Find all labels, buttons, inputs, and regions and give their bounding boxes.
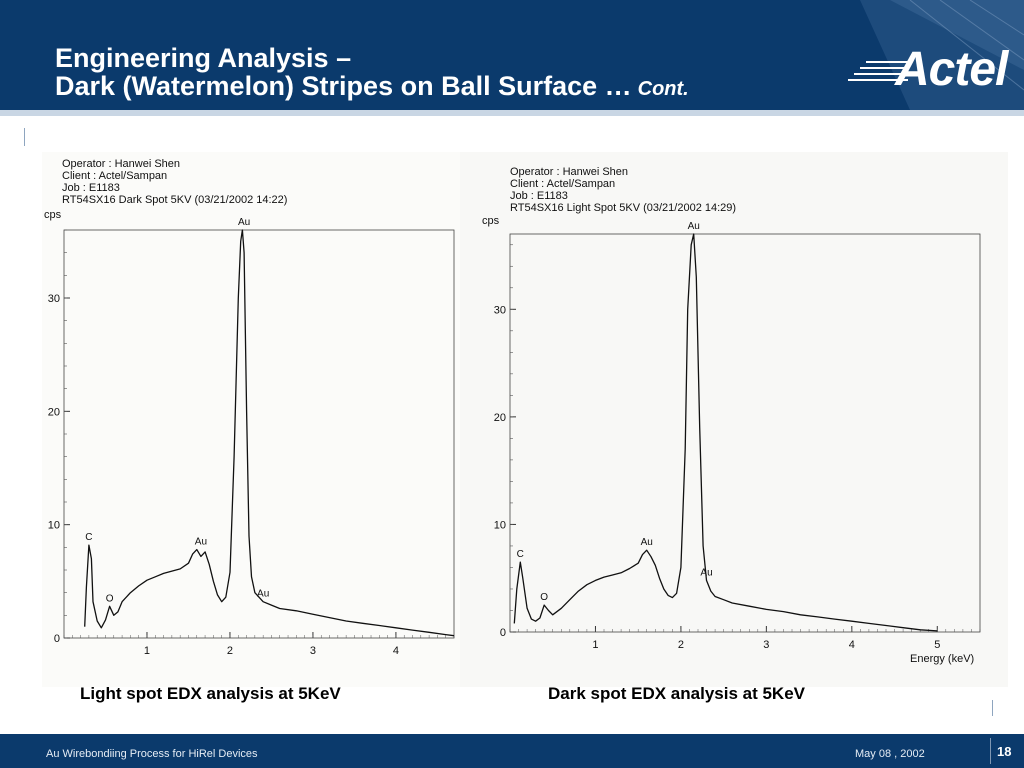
peak-label: Au xyxy=(688,221,700,232)
slide-title: Engineering Analysis – Dark (Watermelon)… xyxy=(55,44,689,103)
slide-footer: Au Wirebondiing Process for HiRel Device… xyxy=(0,734,1024,768)
meta-sample: RT54SX16 Light Spot 5KV (03/21/2002 14:2… xyxy=(510,202,737,214)
peak-label: C xyxy=(517,549,524,560)
slide-header: Actel Engineering Analysis – Dark (Water… xyxy=(0,0,1024,110)
logo-panel-texture xyxy=(860,0,1024,110)
peak-label: C xyxy=(85,532,92,543)
x-axis-label: Energy (keV) xyxy=(910,653,974,665)
edx-spectrum-chart-left: 0 10 20 30 1 2 3 4 cps Au C O Au Au xyxy=(44,209,455,657)
peak-label: Au xyxy=(195,537,207,548)
x-tick-label: 4 xyxy=(393,645,399,657)
x-tick-label: 1 xyxy=(592,639,598,651)
meta-client: Client : Actel/Sampan xyxy=(510,178,616,190)
chart-meta-left: Operator : Hanwei Shen Client : Actel/Sa… xyxy=(62,158,287,206)
spectrum-line xyxy=(84,229,455,637)
footer-separator xyxy=(990,738,991,764)
plot-frame xyxy=(63,229,455,639)
y-tick-label: 0 xyxy=(54,633,60,645)
x-tick-label: 4 xyxy=(849,639,855,651)
logo-speed-stripes-icon xyxy=(848,61,908,81)
meta-operator: Operator : Hanwei Shen xyxy=(62,158,181,170)
y-tick-label: 30 xyxy=(494,304,506,316)
meta-sample: RT54SX16 Dark Spot 5KV (03/21/2002 14:22… xyxy=(62,194,288,206)
edx-chart-panel-left: 0 10 20 30 1 2 3 4 cps Au C O Au Au Operator : Hanwei… xyxy=(42,152,462,687)
meta-job: Job : E1183 xyxy=(510,190,568,202)
y-tick-label: 20 xyxy=(494,412,506,424)
header-divider xyxy=(0,110,1024,116)
x-tick-label: 5 xyxy=(934,639,940,651)
plot-frame xyxy=(509,233,981,633)
edx-spectrum-chart-right: 0 10 20 30 1 2 3 4 5 cps Energy (keV) Au C O Au Au xyxy=(482,215,981,665)
peak-label: O xyxy=(106,593,114,604)
x-tick-label: 2 xyxy=(678,639,684,651)
y-tick-label: 0 xyxy=(500,627,506,639)
slide-title-line2-text: Dark (Watermelon) Stripes on Ball Surfac… xyxy=(55,71,632,101)
y-tick-label: 20 xyxy=(48,406,60,418)
footer-title: Au Wirebondiing Process for HiRel Device… xyxy=(46,748,258,760)
caption-left: Light spot EDX analysis at 5KeV xyxy=(80,684,341,703)
peak-label: Au xyxy=(641,537,653,548)
meta-operator: Operator : Hanwei Shen xyxy=(510,166,629,178)
actel-logo: Actel xyxy=(895,43,1008,96)
x-tick-label: 1 xyxy=(144,645,150,657)
slide-title-line2: Dark (Watermelon) Stripes on Ball Surfac… xyxy=(55,72,689,103)
slide-title-line1: Engineering Analysis – xyxy=(55,43,352,73)
meta-client: Client : Actel/Sampan xyxy=(62,170,168,182)
slide-title-suffix: Cont. xyxy=(637,78,689,100)
peak-label: Au xyxy=(238,217,250,228)
footer-date: May 08 , 2002 xyxy=(855,748,925,760)
decorative-tick xyxy=(24,128,25,146)
caption-right: Dark spot EDX analysis at 5KeV xyxy=(548,684,806,703)
y-axis-label: cps xyxy=(482,215,500,227)
chart-meta-right: Operator : Hanwei Shen Client : Actel/Sa… xyxy=(510,166,736,214)
x-tick-label: 2 xyxy=(227,645,233,657)
y-tick-label: 10 xyxy=(48,520,60,532)
spectrum-line xyxy=(513,233,938,632)
meta-job: Job : E1183 xyxy=(62,182,120,194)
y-tick-label: 30 xyxy=(48,293,60,305)
y-tick-label: 10 xyxy=(494,519,506,531)
edx-chart-panel-right: 0 10 20 30 1 2 3 4 5 cps Energy (keV) Au C O Au Au Oper… xyxy=(460,152,1008,687)
peak-label: O xyxy=(540,592,548,603)
peak-label: Au xyxy=(700,567,712,578)
x-tick-label: 3 xyxy=(763,639,769,651)
peak-label: Au xyxy=(257,589,269,600)
y-axis-label: cps xyxy=(44,209,62,221)
page-number: 18 xyxy=(997,744,1012,759)
decorative-tick-bottom xyxy=(992,700,993,716)
x-tick-label: 3 xyxy=(310,645,316,657)
